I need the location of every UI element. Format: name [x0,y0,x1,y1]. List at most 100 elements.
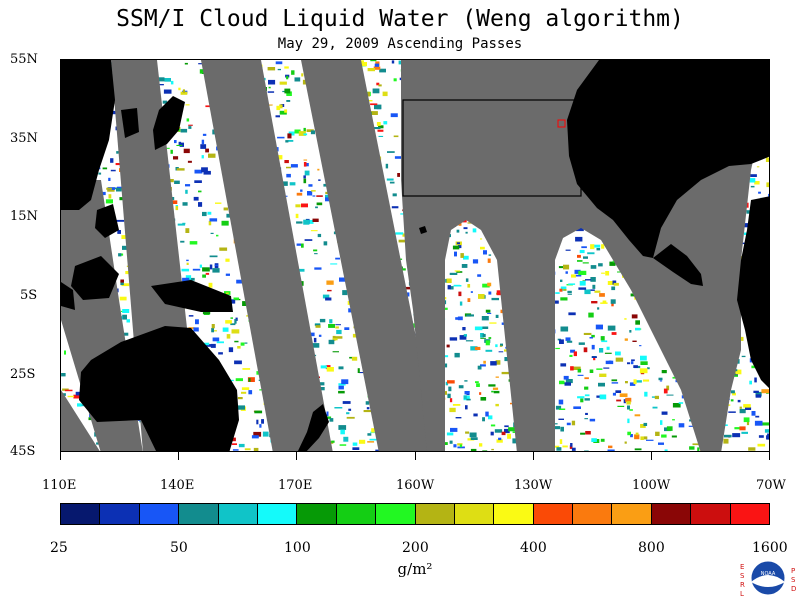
cloud-pixel [678,423,685,428]
cloud-pixel [655,431,660,436]
cloud-pixel [571,274,576,278]
cloud-pixel [770,245,771,248]
colorbar-segment [297,504,337,524]
cloud-pixel [748,447,756,451]
cloud-pixel [575,236,583,242]
cloud-pixel [555,405,562,410]
cloud-pixel [600,336,605,341]
cloud-pixel [607,325,616,331]
cloud-pixel [335,326,339,329]
cloud-pixel [765,157,769,162]
cloud-pixel [305,163,309,167]
cloud-pixel [639,345,642,347]
cloud-pixel [403,286,412,290]
cloud-pixel [373,66,381,70]
cloud-pixel [405,292,410,297]
cloud-pixel [584,394,590,397]
cloud-pixel [730,390,735,394]
cloud-pixel [294,77,301,82]
cloud-pixel [275,115,280,118]
cloud-pixel [314,267,322,270]
cloud-pixel [495,314,499,318]
cloud-pixel [672,376,677,379]
cloud-pixel [286,100,291,102]
cloud-pixel [205,344,211,347]
cloud-pixel [247,377,255,382]
cloud-pixel [301,73,304,77]
colorbar-segment [573,504,613,524]
cloud-pixel [746,420,750,426]
lon-label: 110E [42,478,77,493]
cloud-pixel [601,340,608,343]
cloud-pixel [450,427,458,432]
cloud-pixel [594,290,601,293]
cloud-pixel [207,211,212,215]
cloud-pixel [310,230,318,232]
cloud-pixel [730,399,734,402]
cloud-pixel [378,84,382,87]
cloud-pixel [448,386,452,392]
cloud-pixel [361,62,367,67]
cloud-pixel [490,361,497,366]
cloud-pixel [351,356,358,361]
cloud-pixel [119,197,124,201]
cloud-pixel [490,431,494,436]
lat-label: 15N [10,209,38,224]
cloud-pixel [629,409,633,411]
cloud-pixel [629,382,636,386]
cloud-pixel [208,220,212,226]
cloud-pixel [585,279,591,281]
cloud-pixel [447,380,455,384]
cloud-pixel [286,166,292,169]
cloud-pixel [565,271,568,274]
cloud-pixel [211,328,214,333]
cloud-pixel [302,79,308,85]
cloud-pixel [177,223,186,226]
cloud-pixel [226,334,231,339]
cloud-pixel [488,254,492,256]
cloud-pixel [476,383,480,387]
cloud-pixel [73,394,80,399]
cloud-pixel [755,415,760,418]
colorbar-label: 400 [520,540,547,556]
cloud-pixel [209,255,218,258]
cloud-pixel [480,238,483,240]
cloud-pixel [188,124,193,126]
cloud-pixel [464,391,470,395]
cloud-pixel [607,281,614,285]
cloud-pixel [585,412,588,415]
cloud-pixel [180,91,188,95]
cloud-pixel [601,244,605,249]
cloud-pixel [552,426,561,430]
cloud-pixel [483,360,486,364]
cloud-pixel [446,278,452,283]
cloud-pixel [560,326,569,332]
cloud-pixel [402,233,406,237]
cloud-pixel [210,343,216,348]
cloud-pixel [201,167,208,173]
cloud-pixel [303,175,306,179]
cloud-pixel [108,194,112,199]
cloud-pixel [281,181,288,186]
cloud-pixel [369,438,378,441]
cloud-pixel [371,428,375,433]
cloud-pixel [410,323,418,328]
cloud-pixel [275,61,283,65]
logo-letter: S [791,576,796,584]
cloud-pixel [456,242,460,245]
cloud-pixel [579,281,586,286]
cloud-pixel [233,297,239,300]
cloud-pixel [454,270,460,272]
lat-label: 25S [10,367,36,382]
cloud-pixel [175,205,178,208]
cloud-pixel [558,399,564,405]
colorbar-segment [218,504,258,524]
cloud-pixel [488,337,492,339]
colorbar-segment [139,504,180,524]
cloud-pixel [758,435,764,438]
cloud-pixel [209,218,218,222]
cloud-pixel [566,422,571,426]
cloud-pixel [170,80,174,85]
land-borneo [71,256,119,300]
cloud-pixel [661,411,668,415]
